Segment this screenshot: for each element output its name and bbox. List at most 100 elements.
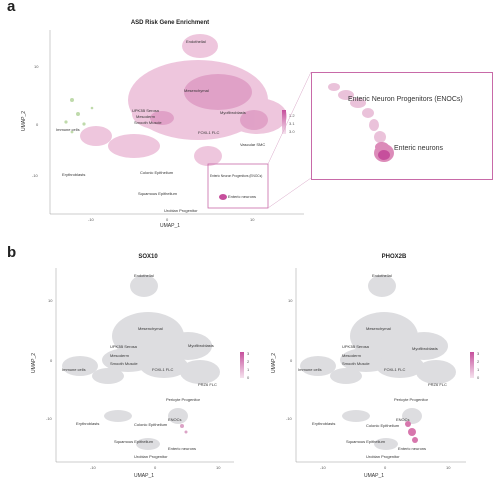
cluster-label: Pericyte Progenitor [166, 397, 201, 402]
cluster-label: Colonic Epithelium [134, 422, 168, 427]
cluster-label: Mesenchymal [366, 326, 391, 331]
panel-b-left-legend-tick-3: 0 [247, 375, 250, 380]
cluster-label: Enteric neurons [228, 194, 257, 199]
panel-b-left-legend-tick-1: 2 [247, 359, 250, 364]
zoom-inset-umap [328, 83, 394, 162]
cluster-label: Enteric neurons [398, 446, 427, 451]
cluster-label: Vascular SMC [240, 142, 266, 147]
zoom-label-enocs: Enteric Neuron Progenitors (ENOCs) [348, 96, 463, 103]
cluster-label: UPK3B Serosa [342, 344, 369, 349]
panel-b-right-ytick-0: 10 [288, 298, 293, 303]
panel-a-ytick-1: 0 [36, 122, 39, 127]
panel-a-ytick-2: -10 [32, 173, 38, 178]
panel-b-right-xtick-2: 10 [446, 465, 451, 470]
cluster-label: Mesoderm [136, 114, 155, 119]
panel-a-ytick-0: 10 [34, 64, 39, 69]
cluster-label: PRZ6 FLC [198, 382, 217, 387]
cluster-label: Immune cells [298, 367, 322, 372]
panel-a-umap [49, 30, 304, 215]
panel-b-left-xtick-1: 0 [154, 465, 157, 470]
panel-b-right-xlabel: UMAP_1 [364, 473, 385, 479]
panel-b-left-title: SOX10 [138, 254, 158, 260]
cluster-label: Mesenchymal [184, 88, 209, 93]
cluster-label: FOXL1 FLC [152, 367, 174, 372]
cluster-label: Squamous Epithelium [346, 439, 385, 444]
panel-b-right-legend-tick-1: 2 [477, 359, 480, 364]
panel-b-left-xlabel: UMAP_1 [134, 473, 155, 479]
panel-a-legend-tick-2: 3.0 [289, 129, 295, 134]
cluster-label: PRZ6 FLC [428, 382, 447, 387]
panel-b-left-ylabel: UMAP_2 [31, 352, 38, 374]
cluster-label: Myofibroblasts [412, 346, 438, 351]
cluster-label: Immune cells [56, 127, 80, 132]
panel-b-left-umap [55, 268, 234, 463]
zoom-inset: Enteric Neuron Progenitors (ENOCs) Enter… [311, 72, 493, 180]
panel-b-right-xtick-0: -10 [320, 465, 326, 470]
panel-a-title: ASD Risk Gene Enrichment [130, 20, 210, 26]
cluster-label: Colonic Epithelium [366, 423, 400, 428]
cluster-label: Squamous Epithelium [138, 191, 177, 196]
panel-a-xtick-1: 0 [166, 217, 169, 222]
panel-b-right-xtick-1: 0 [384, 465, 387, 470]
cluster-label: Colonic Epithelium [140, 170, 174, 175]
panel-a-plot: 10 0 -10 -10 0 10 Endothelial Mesenchyma… [32, 28, 304, 222]
panel-b-right-ylabel: UMAP_2 [271, 352, 278, 374]
cluster-label: Myofibroblasts [220, 110, 246, 115]
cluster-label: Urobian Progenitor [134, 454, 168, 459]
panel-b-right-legend-tick-3: 0 [477, 375, 480, 380]
cluster-label: ENOCs [396, 417, 410, 422]
cluster-label: Mesoderm [110, 353, 129, 358]
panel-a-ylabel: UMAP_2 [21, 110, 28, 132]
panel-a-legend-tick-1: 3.1 [289, 121, 295, 126]
panel-b-right-title: PHOX2B [381, 254, 407, 260]
panel-b-right-legend-bar [470, 352, 474, 378]
cluster-label: Mesenchymal [138, 326, 163, 331]
cluster-label: Erythroblasts [312, 421, 336, 426]
cluster-label: Mesoderm [342, 353, 361, 358]
zoom-label-enteric-neurons: Enteric neurons [394, 145, 444, 152]
cluster-label: Smooth Muscle [110, 361, 138, 366]
cluster-label: FOXL1 FLC [198, 130, 220, 135]
cluster-label: FOXL1 FLC [384, 367, 406, 372]
panel-b-right-legend-tick-2: 1 [477, 367, 480, 372]
panel-b-left-legend-bar [240, 352, 244, 378]
panel-b-left-legend-tick-0: 3 [247, 351, 250, 356]
cluster-label: Urobian Progenitor [164, 208, 198, 213]
cluster-label: Erythroblasts [62, 172, 86, 177]
cluster-label: Immune cells [62, 367, 86, 372]
cluster-label: Endothelial [134, 273, 154, 278]
panel-b-left-xtick-0: -10 [90, 465, 96, 470]
panel-b-left-ytick-1: 0 [50, 358, 53, 363]
panel-b-left-plot: 10 0 -10 -10 0 10 Endothelial Mesenchyma… [46, 266, 234, 470]
cluster-label: Enteric Neuron Progenitors (ENOCs) [210, 174, 263, 178]
panel-b-left-legend-tick-2: 1 [247, 367, 250, 372]
panel-b-right-legend-tick-0: 3 [477, 351, 480, 356]
panel-a-xlabel: UMAP_1 [160, 223, 181, 229]
cluster-label: Squamous Epithelium [114, 439, 153, 444]
cluster-label: UPK3B Serosa [110, 344, 137, 349]
panel-b-right-ytick-2: -10 [286, 416, 292, 421]
panel-b-letter: b [7, 244, 17, 261]
panel-b-left-ytick-2: -10 [46, 416, 52, 421]
cluster-label: Smooth Muscle [134, 120, 162, 125]
panel-a-xtick-0: -10 [88, 217, 94, 222]
panel-a-xtick-2: 10 [250, 217, 255, 222]
panel-a-letter: a [7, 0, 16, 15]
cluster-label: UPK3B Serosa [132, 108, 159, 113]
panel-b-right-plot: 10 0 -10 -10 0 10 Endothelial Mesenchyma… [286, 266, 466, 470]
panel-a-legend-tick-0: 3.2 [289, 113, 295, 118]
panel-b-right-ytick-1: 0 [290, 358, 293, 363]
cluster-label: Erythroblasts [76, 421, 100, 426]
cluster-label: ENOCs [168, 417, 182, 422]
panel-b-left-ytick-0: 10 [48, 298, 53, 303]
cluster-label: Endothelial [372, 273, 392, 278]
cluster-label: Enteric neurons [168, 446, 197, 451]
cluster-label: Smooth Muscle [342, 361, 370, 366]
cluster-label: Myofibroblasts [188, 343, 214, 348]
cluster-label: Pericyte Progenitor [394, 397, 429, 402]
panel-b-left-xtick-2: 10 [216, 465, 221, 470]
panel-b-right-umap [295, 268, 466, 463]
cluster-label: Urobian Progenitor [366, 454, 400, 459]
cluster-label: Endothelial [186, 39, 206, 44]
panel-a-legend-bar [282, 110, 286, 134]
